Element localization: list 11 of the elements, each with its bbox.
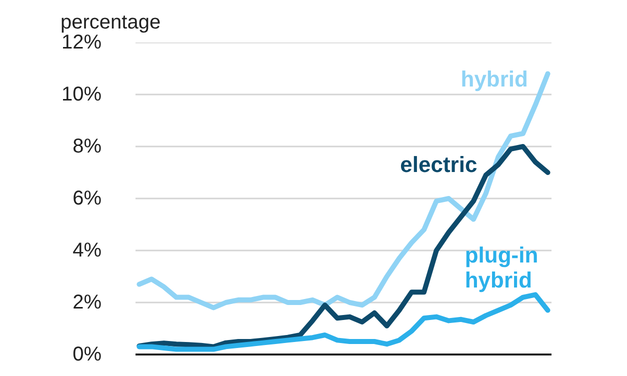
y-tick-label: 12% bbox=[61, 32, 102, 54]
y-tick-label: 8% bbox=[72, 136, 102, 158]
y-tick-label: 6% bbox=[72, 188, 102, 210]
series-label: plug-in hybrid bbox=[464, 242, 538, 292]
y-axis-title: percentage bbox=[60, 12, 161, 34]
y-tick-label: 10% bbox=[61, 84, 102, 106]
y-tick-label: 2% bbox=[72, 292, 102, 314]
series-label: hybrid bbox=[460, 66, 528, 92]
y-tick-label: 4% bbox=[72, 240, 102, 262]
series-label: electric bbox=[400, 152, 478, 178]
y-tick-label: 0% bbox=[72, 344, 102, 366]
